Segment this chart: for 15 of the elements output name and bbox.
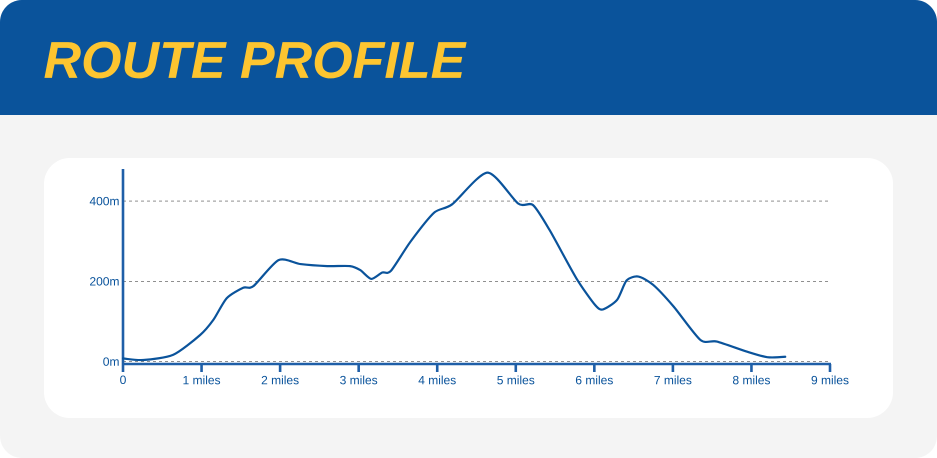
x-tick-label: 1 miles [183,376,220,384]
y-tick-label: 0m [103,357,119,366]
x-tick-label: 2 miles [262,376,299,384]
y-tick-label: 200m [90,277,119,286]
x-tick-label: 6 miles [576,376,613,384]
x-tick-label: 7 miles [654,376,692,384]
x-tick-label: 8 miles [732,376,770,384]
y-tick-label: 400m [90,196,119,206]
x-tick-label: 9 miles [812,376,849,384]
chart-title: ROUTE PROFILE [44,42,467,78]
x-tick-label: 4 miles [418,376,456,384]
x-tick-label: 0 [120,376,126,384]
x-tick-label: 3 miles [340,376,378,384]
line-series [122,172,786,362]
x-tick-label: 5 miles [497,376,534,384]
